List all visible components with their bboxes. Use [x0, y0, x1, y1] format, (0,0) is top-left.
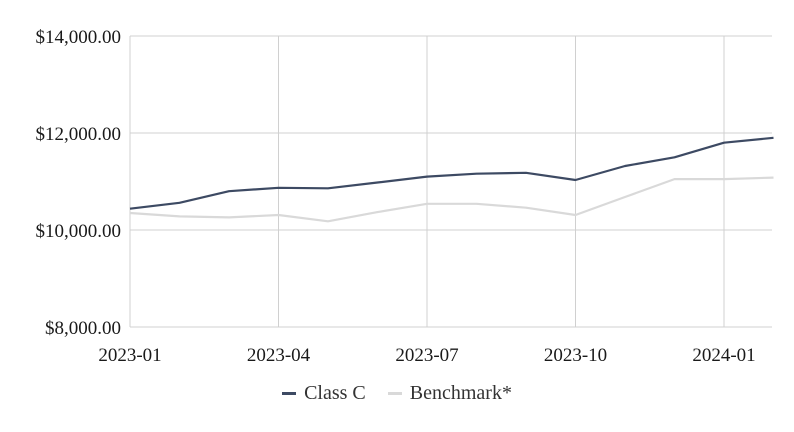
y-tick-label: $14,000.00: [36, 27, 122, 48]
y-tick-label: $12,000.00: [36, 124, 122, 145]
x-tick-label: 2023-01: [98, 345, 161, 366]
series-line-class-c: [129, 136, 774, 210]
x-axis-ticks: 2023-01 2023-04 2023-07 2023-10 2024-01: [98, 345, 755, 366]
legend-swatch-benchmark: [387, 392, 402, 395]
grid-lines: [129, 35, 772, 328]
y-tick-label: $10,000.00: [36, 221, 122, 242]
x-tick-label: 2024-01: [692, 345, 755, 366]
x-tick-label: 2023-04: [247, 345, 311, 366]
series-line-benchmark: [129, 176, 774, 223]
x-tick-label: 2023-07: [395, 345, 458, 366]
y-tick-label: $8,000.00: [45, 318, 121, 339]
legend-swatch-class-c: [282, 392, 297, 395]
series-lines: [129, 136, 774, 223]
y-axis-ticks: $8,000.00 $10,000.00 $12,000.00 $14,000.00: [36, 27, 122, 339]
legend-label-benchmark: Benchmark*: [409, 382, 512, 404]
legend-label-class-c: Class C: [304, 382, 366, 404]
legend-item-class-c[interactable]: Class C: [282, 382, 366, 405]
x-tick-label: 2023-10: [544, 345, 607, 366]
legend-item-benchmark[interactable]: Benchmark*: [387, 382, 512, 405]
legend: Class C Benchmark*: [0, 382, 794, 405]
